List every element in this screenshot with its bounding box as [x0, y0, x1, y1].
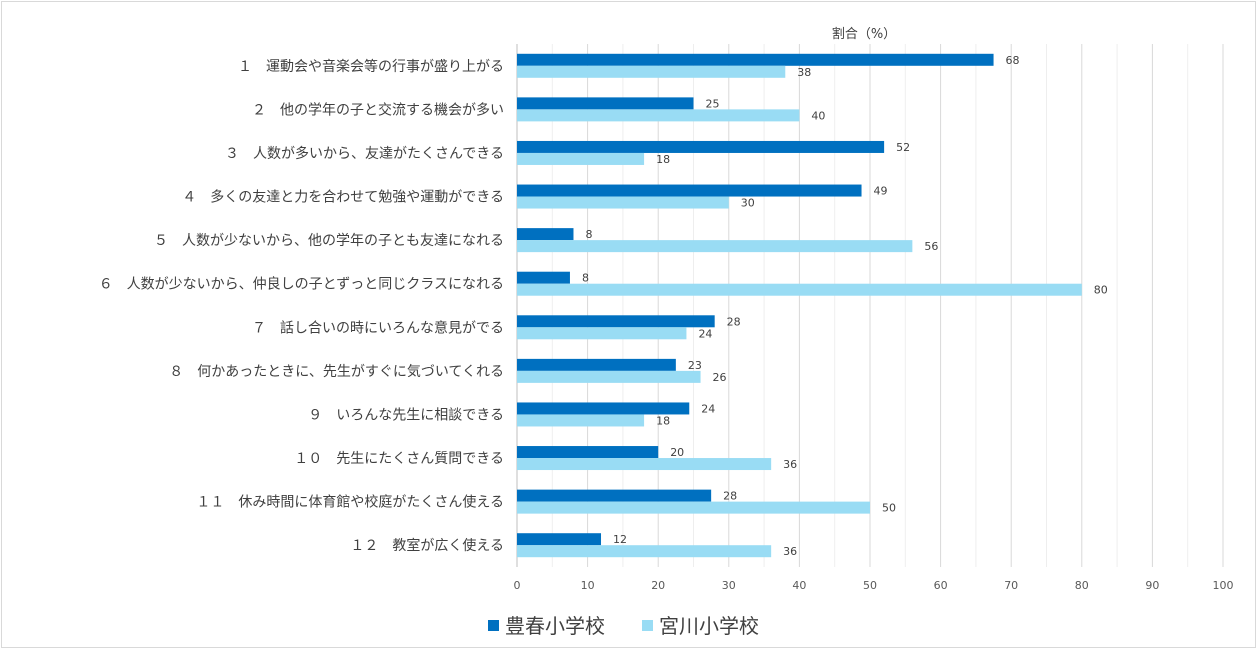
category-label: ７ 話し合いの時にいろんな意見がでる	[252, 319, 504, 336]
category-label: １２ 教室が広く使える	[350, 537, 504, 554]
data-label: 80	[1094, 284, 1108, 297]
bar-series2	[517, 458, 772, 471]
data-label: 8	[582, 272, 589, 285]
data-label: 23	[688, 359, 702, 372]
category-label: ３ 人数が多いから、友達がたくさんできる	[225, 145, 504, 162]
legend-label: 豊春小学校	[505, 614, 605, 638]
bar-series2	[517, 545, 772, 558]
bar-series2	[517, 240, 913, 253]
data-labels: 68 38 25 40 52 18 49 30 8 56 8 80 28 24 23 26 24 18 20 36 28…	[582, 54, 1108, 558]
legend: 豊春小学校 宮川小学校	[488, 614, 759, 638]
bar-series1	[517, 184, 862, 197]
legend-swatch	[488, 620, 499, 631]
data-label: 26	[713, 371, 727, 384]
bar-series1	[517, 315, 715, 328]
bar-series2	[517, 327, 687, 340]
bar-series1	[517, 140, 885, 153]
bar-series1	[517, 489, 712, 502]
category-label: ６ 人数が少ないから、仲良しの子とずっと同じクラスになれる	[99, 277, 504, 293]
category-label: １０ 先生にたくさん質問できる	[294, 451, 504, 467]
data-label: 20	[670, 446, 684, 459]
category-labels: １ 運動会や音楽会等の行事が盛り上がる ２ 他の学年の子と交流する機会が多い ３ 人…	[99, 58, 504, 554]
bar-series2	[517, 152, 645, 165]
legend-label: 宮川小学校	[659, 614, 759, 638]
data-label: 28	[723, 490, 737, 503]
bar-series2	[517, 370, 701, 383]
category-label: １１ 休み時間に体育館や校庭がたくさん使える	[196, 494, 504, 511]
bar-series1	[517, 402, 690, 415]
x-tick-label: 0	[514, 579, 521, 592]
x-tick-label: 80	[1075, 579, 1089, 592]
category-label: ９ いろんな先生に相談できる	[308, 407, 504, 423]
bar-series1	[517, 53, 994, 66]
bar-series2	[517, 196, 729, 209]
x-tick-label: 50	[863, 579, 877, 592]
data-label: 18	[656, 153, 670, 166]
data-label: 30	[741, 197, 755, 210]
bar-series1	[517, 97, 694, 110]
x-tick-label: 70	[1004, 579, 1018, 592]
data-label: 28	[727, 315, 741, 328]
data-label: 24	[701, 402, 715, 415]
data-label: 36	[783, 458, 797, 471]
bar-series1	[517, 533, 602, 546]
x-tick-label: 10	[581, 579, 595, 592]
x-tick-label: 40	[792, 579, 806, 592]
data-label: 40	[811, 109, 825, 122]
bar-series1	[517, 358, 676, 371]
x-tick-label: 20	[651, 579, 665, 592]
bars	[517, 53, 1082, 558]
bar-series1	[517, 228, 574, 241]
bar-series2	[517, 109, 800, 122]
category-label: ２ 他の学年の子と交流する機会が多い	[252, 101, 504, 118]
bar-series1	[517, 271, 570, 284]
gridlines	[516, 44, 1224, 567]
data-label: 56	[924, 240, 938, 253]
data-label: 24	[698, 327, 712, 340]
x-tick-label: 100	[1213, 579, 1234, 592]
category-label: １ 運動会や音楽会等の行事が盛り上がる	[238, 58, 504, 75]
data-label: 52	[896, 141, 910, 154]
x-tick-labels: 0 10 20 30 40 50 60 70 80 90 100	[514, 579, 1234, 592]
data-label: 12	[613, 533, 627, 546]
data-label: 49	[874, 185, 888, 198]
data-label: 38	[797, 66, 811, 79]
x-tick-label: 30	[722, 579, 736, 592]
bar-series2	[517, 283, 1082, 296]
data-label: 36	[783, 545, 797, 558]
x-tick-label: 90	[1145, 579, 1159, 592]
bar-series2	[517, 65, 786, 78]
category-label: ４ 多くの友達と力を合わせて勉強や運動ができる	[182, 189, 504, 206]
legend-swatch	[642, 620, 653, 631]
bar-series2	[517, 501, 870, 514]
bar-series2	[517, 414, 645, 427]
data-label: 50	[882, 502, 896, 515]
bar-series1	[517, 446, 659, 459]
data-label: 68	[1006, 54, 1020, 67]
x-axis-title: 割合（%）	[832, 26, 896, 42]
data-label: 25	[706, 97, 720, 110]
data-label: 8	[585, 228, 592, 241]
data-label: 18	[656, 414, 670, 427]
category-label: ８ 何かあったときに、先生がすぐに気づいてくれる	[169, 364, 504, 380]
category-label: ５ 人数が少ないから、他の学年の子とも友達になれる	[154, 233, 504, 249]
x-tick-label: 60	[934, 579, 948, 592]
